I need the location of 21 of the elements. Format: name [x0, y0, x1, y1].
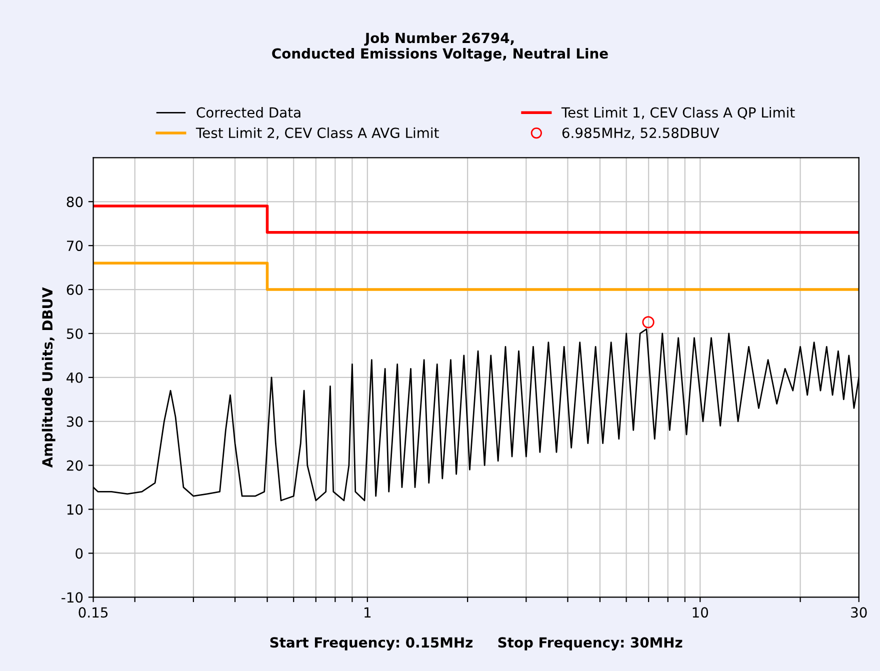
legend-label: Test Limit 2, CEV Class A AVG Limit — [196, 127, 439, 140]
y-axis-title: Amplitude Units, DBUV — [42, 287, 56, 468]
y-tick-label: 70 — [67, 240, 83, 252]
x-tick-label: 30 — [851, 607, 867, 618]
y-tick-label: 40 — [66, 372, 83, 383]
y-tick-label: 50 — [66, 328, 83, 339]
y-tick-label: 0 — [76, 548, 83, 559]
y-tick-label: -10 — [62, 592, 83, 603]
legend-label: Test Limit 1, CEV Class A QP Limit — [561, 106, 795, 120]
y-tick-label: 20 — [66, 460, 83, 471]
x-tick-label: 0.15 — [78, 607, 108, 618]
x-tick-label: 10 — [692, 607, 708, 618]
legend-label: 6.985MHz, 52.58DBUV — [562, 128, 720, 140]
y-tick-label: 30 — [66, 416, 83, 427]
legend-label: Corrected Data — [196, 106, 300, 118]
y-tick-label: 10 — [67, 504, 83, 515]
y-tick-label: 60 — [66, 284, 83, 296]
chart-title: Job Number 26794, Conducted Emissions Voltage, Neutral Line — [272, 32, 608, 62]
x-tick-label: 1 — [364, 607, 371, 618]
y-tick-label: 80 — [66, 196, 83, 208]
x-axis-title: Start Frequency: 0.15MHz Stop Frequency: 30MHz — [270, 637, 682, 650]
